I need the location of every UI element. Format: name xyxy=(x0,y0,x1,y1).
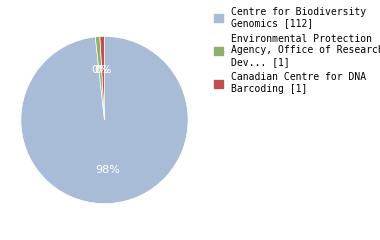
Text: 0%: 0% xyxy=(92,65,109,75)
Wedge shape xyxy=(95,36,104,120)
Wedge shape xyxy=(21,36,188,204)
Text: 0%: 0% xyxy=(94,65,112,75)
Legend: Centre for Biodiversity
Genomics [112], Environmental Protection
Agency, Office : Centre for Biodiversity Genomics [112], … xyxy=(212,5,380,96)
Wedge shape xyxy=(100,36,104,120)
Text: 98%: 98% xyxy=(95,165,120,175)
